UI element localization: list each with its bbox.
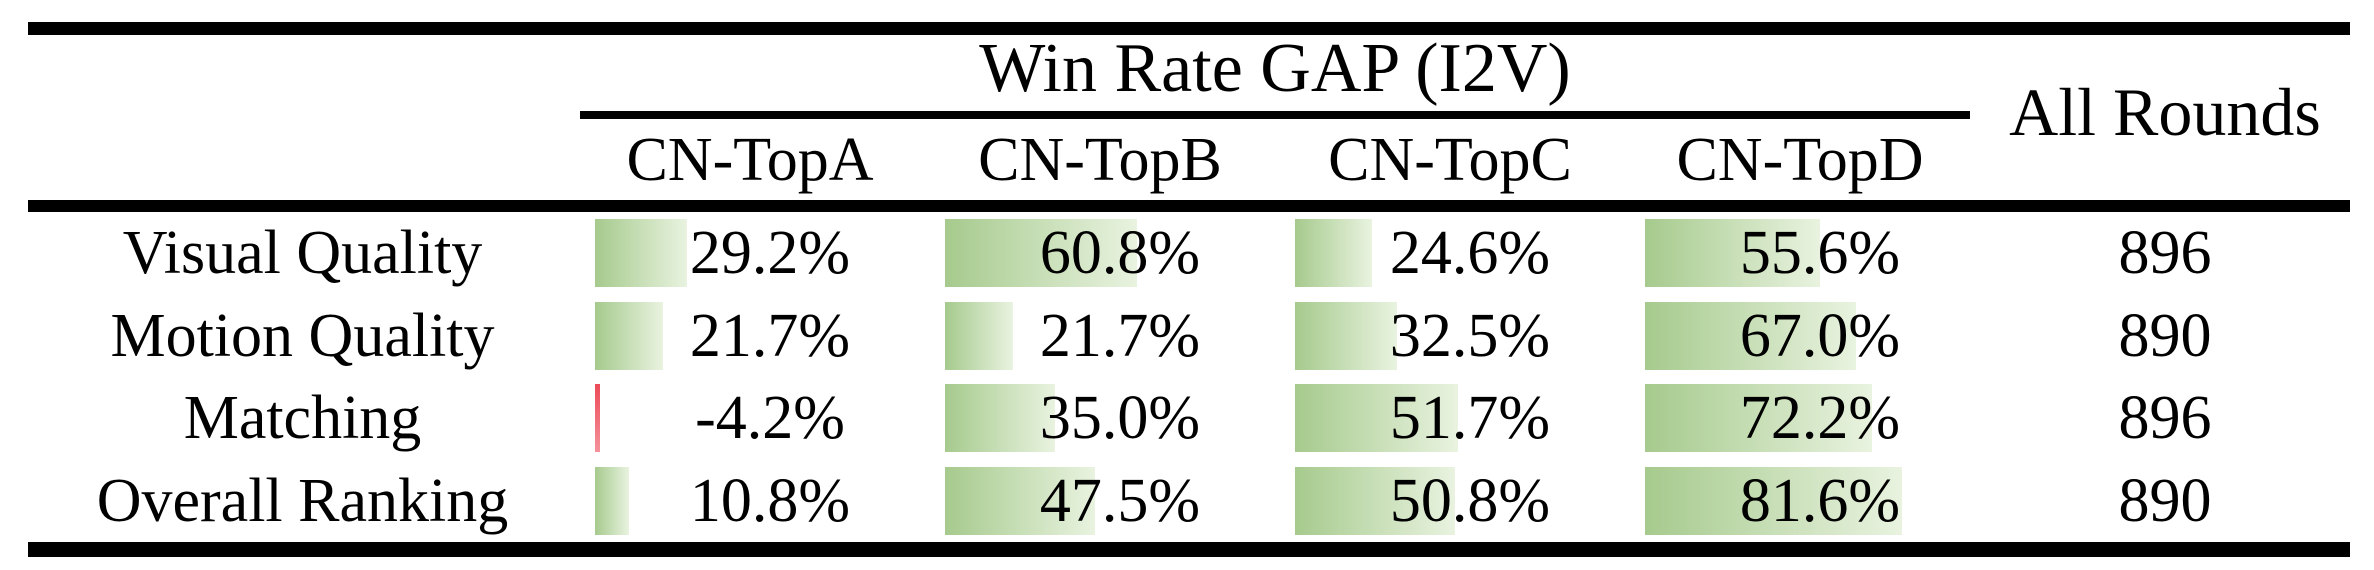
data-bar (595, 467, 629, 535)
win-rate-cell: 21.7% (945, 295, 1295, 377)
data-bar (1645, 384, 1872, 452)
column-header-all-rounds: All Rounds (2009, 74, 2321, 150)
win-rate-value: 35.0% (1039, 384, 1201, 452)
win-rate-cell: 60.8% (945, 212, 1295, 294)
win-rate-cell: 35.0% (945, 377, 1295, 459)
win-rate-value: 21.7% (1039, 302, 1201, 370)
row-label: Motion Quality (110, 302, 495, 370)
all-rounds-value: 890 (2118, 302, 2212, 370)
win-rate-value: 10.8% (689, 467, 851, 535)
data-bar (1645, 467, 1902, 535)
data-bar (1295, 467, 1455, 535)
table-row: Visual Quality 29.2% 60.8% 24.6% 55.6% 8… (0, 212, 2374, 294)
win-rate-value: 51.7% (1389, 384, 1551, 452)
data-bar (595, 384, 600, 452)
win-rate-value: 47.5% (1039, 467, 1201, 535)
data-bar (1295, 302, 1397, 370)
win-rate-value: 81.6% (1739, 467, 1901, 535)
win-rate-value: 60.8% (1039, 219, 1201, 287)
win-rate-value: 24.6% (1389, 219, 1551, 287)
row-label: Matching (183, 384, 422, 452)
data-bar (595, 302, 663, 370)
bottom-rule (28, 542, 2350, 557)
win-rate-cell: 72.2% (1645, 377, 1995, 459)
win-rate-cell: 32.5% (1295, 295, 1645, 377)
win-rate-value: 67.0% (1739, 302, 1901, 370)
win-rate-cell: 21.7% (595, 295, 945, 377)
table-group-title: Win Rate GAP (I2V) (979, 30, 1571, 107)
column-header-cn-topd: CN-TopD (1676, 126, 1924, 194)
table-row: Motion Quality 21.7% 21.7% 32.5% 67.0% 8… (0, 295, 2374, 377)
win-rate-value: 72.2% (1739, 384, 1901, 452)
top-rule (28, 22, 2350, 35)
win-rate-cell: 51.7% (1295, 377, 1645, 459)
row-label: Visual Quality (122, 219, 483, 287)
win-rate-value: -4.2% (695, 384, 845, 452)
data-bar (945, 467, 1095, 535)
table-row: Matching -4.2% 35.0% 51.7% 72.2% 896 (0, 377, 2374, 459)
table-row: Overall Ranking 10.8% 47.5% 50.8% 81.6% … (0, 460, 2374, 542)
data-bar (1645, 219, 1820, 287)
all-rounds-value: 896 (2118, 384, 2212, 452)
data-bar (945, 302, 1013, 370)
win-rate-cell: 29.2% (595, 212, 945, 294)
data-bar (1295, 384, 1458, 452)
win-rate-cell: -4.2% (595, 377, 945, 459)
column-header-cn-topa: CN-TopA (626, 126, 874, 194)
win-rate-cell: 47.5% (945, 460, 1295, 542)
win-rate-cell: 10.8% (595, 460, 945, 542)
data-bar (945, 384, 1055, 452)
win-rate-cell: 55.6% (1645, 212, 1995, 294)
win-rate-value: 32.5% (1389, 302, 1551, 370)
data-bar (595, 219, 687, 287)
all-rounds-value: 890 (2118, 467, 2212, 535)
group-title-underline (580, 111, 1970, 119)
win-rate-cell: 67.0% (1645, 295, 1995, 377)
win-rate-value: 55.6% (1739, 219, 1901, 287)
all-rounds-value: 896 (2118, 219, 2212, 287)
win-rate-value: 50.8% (1389, 467, 1551, 535)
win-rate-cell: 81.6% (1645, 460, 1995, 542)
column-header-cn-topb: CN-TopB (978, 126, 1222, 194)
win-rate-cell: 24.6% (1295, 212, 1645, 294)
column-header-cn-topc: CN-TopC (1328, 126, 1572, 194)
win-rate-value: 21.7% (689, 302, 851, 370)
data-bar (945, 219, 1137, 287)
data-bar (1295, 219, 1372, 287)
header-separator-rule (28, 200, 2350, 212)
data-bar (1645, 302, 1856, 370)
row-label: Overall Ranking (96, 467, 509, 535)
win-rate-value: 29.2% (689, 219, 851, 287)
win-rate-cell: 50.8% (1295, 460, 1645, 542)
